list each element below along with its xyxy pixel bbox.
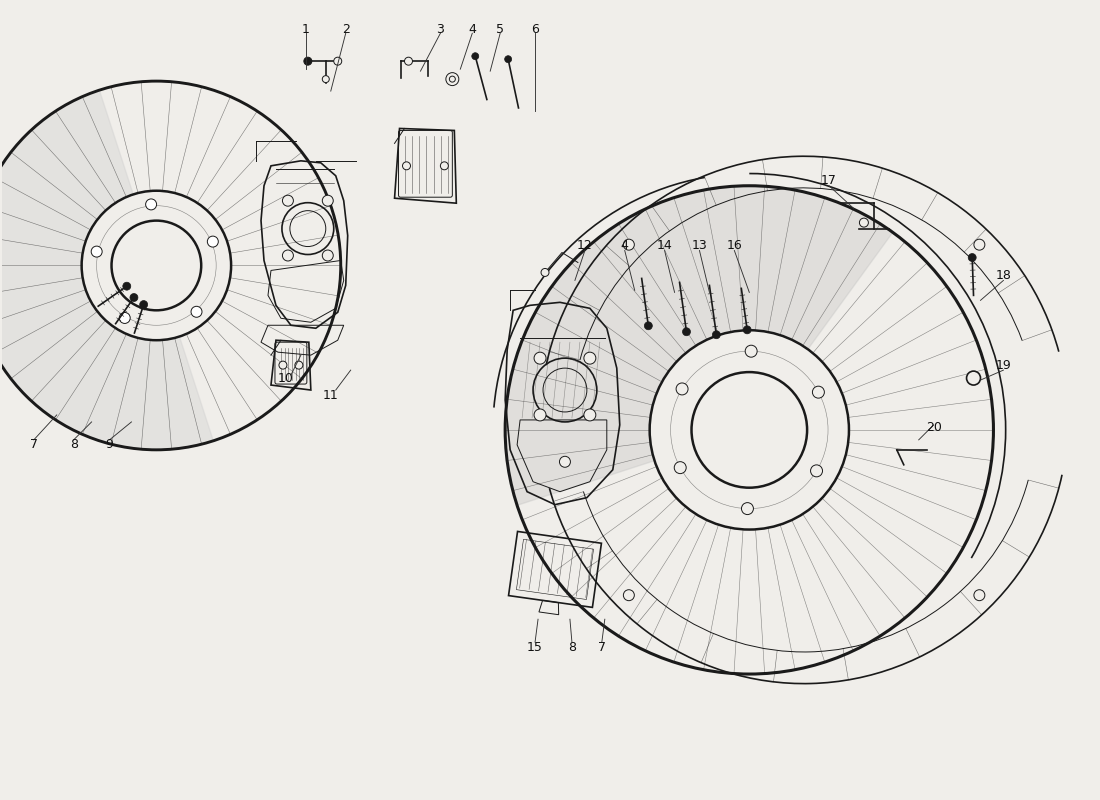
Circle shape (403, 162, 410, 170)
Circle shape (405, 57, 412, 65)
Circle shape (968, 254, 976, 262)
Circle shape (505, 56, 512, 62)
Text: 1: 1 (301, 22, 310, 36)
Polygon shape (505, 186, 893, 506)
Circle shape (811, 465, 823, 477)
Circle shape (472, 53, 478, 60)
Text: 4: 4 (620, 239, 629, 252)
Circle shape (535, 352, 546, 364)
Circle shape (624, 239, 635, 250)
Text: 7: 7 (30, 438, 37, 451)
Circle shape (123, 282, 131, 290)
Circle shape (676, 383, 689, 395)
Text: 20: 20 (926, 422, 942, 434)
Circle shape (974, 590, 984, 601)
Circle shape (541, 269, 549, 277)
Circle shape (145, 199, 156, 210)
Circle shape (713, 330, 721, 338)
Circle shape (967, 371, 980, 385)
Circle shape (560, 456, 571, 467)
Circle shape (295, 361, 302, 369)
Circle shape (440, 162, 449, 170)
Circle shape (584, 352, 596, 364)
Polygon shape (0, 90, 213, 450)
Circle shape (322, 250, 333, 261)
Circle shape (744, 326, 751, 334)
Text: 10: 10 (278, 371, 294, 385)
Text: 17: 17 (821, 174, 837, 187)
Text: 18: 18 (996, 269, 1011, 282)
Text: 2: 2 (342, 22, 350, 36)
Circle shape (745, 346, 757, 357)
Circle shape (333, 57, 342, 65)
Text: 14: 14 (657, 239, 672, 252)
Circle shape (450, 76, 455, 82)
Circle shape (191, 306, 202, 318)
Text: 19: 19 (996, 358, 1011, 372)
Circle shape (322, 195, 333, 206)
Circle shape (741, 502, 754, 514)
Circle shape (645, 322, 652, 330)
Text: 16: 16 (726, 239, 742, 252)
Text: 13: 13 (692, 239, 707, 252)
Circle shape (682, 328, 691, 336)
Circle shape (859, 218, 868, 227)
Circle shape (207, 236, 218, 247)
Circle shape (283, 250, 294, 261)
Circle shape (140, 301, 147, 309)
Circle shape (91, 246, 102, 257)
Text: 6: 6 (531, 22, 539, 36)
Circle shape (119, 313, 130, 323)
Circle shape (974, 239, 984, 250)
Text: 5: 5 (496, 22, 504, 36)
Circle shape (130, 294, 138, 302)
Text: 4: 4 (469, 22, 476, 36)
Circle shape (283, 195, 294, 206)
Text: 8: 8 (568, 641, 576, 654)
Text: 3: 3 (437, 22, 444, 36)
Text: 11: 11 (323, 389, 339, 402)
Text: 9: 9 (106, 438, 113, 451)
Circle shape (674, 462, 686, 474)
Circle shape (584, 409, 596, 421)
Circle shape (322, 76, 329, 82)
Circle shape (813, 386, 824, 398)
Text: 15: 15 (527, 641, 543, 654)
Circle shape (279, 361, 287, 369)
Circle shape (624, 590, 635, 601)
Circle shape (535, 409, 546, 421)
Text: 7: 7 (597, 641, 606, 654)
Circle shape (446, 73, 459, 86)
Text: 12: 12 (578, 239, 593, 252)
Circle shape (304, 57, 311, 65)
Text: 8: 8 (69, 438, 78, 451)
